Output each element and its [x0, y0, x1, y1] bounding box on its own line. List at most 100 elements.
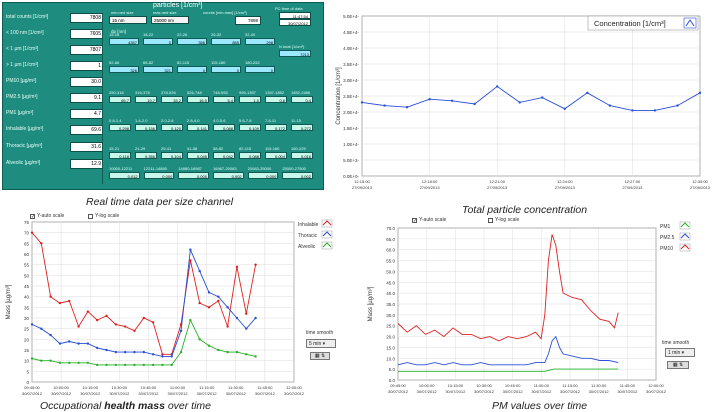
smooth-value-pm: 1 min	[668, 350, 681, 356]
data-point	[254, 263, 257, 266]
size-range-label: 10000-12211	[109, 166, 133, 171]
series-line-concentration	[361, 85, 701, 111]
y-log-checkbox-health[interactable]	[88, 214, 93, 219]
summary-label: PM1 [µg/m³]	[6, 110, 34, 116]
y-tick-label: 5.0E+3-	[343, 158, 359, 163]
data-point	[245, 353, 248, 356]
y-tick-label: 15.0	[386, 345, 395, 350]
y-tick-label: 20.0	[386, 335, 395, 340]
smooth-select-pm[interactable]: 1 min ▾	[665, 348, 695, 357]
y-auto-checkbox-health[interactable]: ✓	[30, 214, 36, 220]
min-size-select[interactable]: 15 nm	[109, 16, 147, 24]
size-range-label: 58-82	[213, 146, 224, 151]
size-range-label: 82-115	[177, 60, 190, 65]
data-point	[96, 363, 99, 367]
y-tick-label: 65.0	[386, 237, 395, 242]
legend-label: PM2.5	[660, 235, 675, 241]
x-tick-date: 30/07/2012	[109, 391, 130, 396]
summary-value: 1	[70, 61, 103, 71]
y-tick-label: 0.0	[389, 378, 396, 383]
size-range-label: 14880-16987	[178, 166, 202, 171]
legend-swatch-box	[321, 241, 333, 250]
x-tick-time: 10:00:00	[53, 385, 69, 390]
x-tick-time: 11:45:00	[257, 385, 273, 390]
data-point	[40, 242, 43, 245]
summary-value: 69.6	[70, 125, 103, 135]
y-tick-label: 0	[26, 380, 29, 385]
size-channel-value: 0.000	[143, 172, 175, 179]
data-point	[473, 102, 476, 106]
size-range-label: 115-180	[211, 60, 226, 65]
y-tick-label: 3.0E+4-	[343, 78, 359, 83]
summary-label: Inhalable [µg/m³]	[6, 126, 44, 132]
chart-tools-button-health[interactable]: ▦ ⇅	[310, 352, 330, 360]
size-range-label: 82-115	[239, 146, 252, 151]
y-tick-label: 25	[24, 327, 30, 332]
y-tick-label: 25.0	[386, 324, 395, 329]
x-tick-time: 12:00:00	[648, 383, 664, 388]
smooth-value-health: 5 min	[309, 341, 322, 347]
plot-area	[31, 221, 295, 383]
health-mass-chart: 05101520253035404550556065707509:45:0030…	[6, 219, 333, 396]
data-point	[541, 96, 544, 99]
legend-swatch	[685, 19, 695, 27]
counts-label: counts [min.max] [1/cm³]	[203, 10, 247, 15]
smooth-select-health[interactable]: 5 min ▾	[306, 339, 336, 348]
legend-swatch	[322, 220, 332, 226]
legend-label: PM1	[660, 224, 671, 230]
x-tick-time: 11:00:00	[534, 383, 550, 388]
y-log-label-pm: Y-log scale	[495, 217, 520, 223]
size-range-label: 29-41	[161, 146, 172, 151]
y-auto-checkbox-pm[interactable]: ✓	[412, 218, 418, 224]
data-point	[360, 101, 364, 104]
size-channel-value: 0.088	[213, 124, 235, 131]
x-tick-date: 30/07/2012	[284, 391, 305, 396]
y-tick-label: 50	[24, 273, 30, 278]
y-tick-label: 5.0	[389, 367, 396, 372]
x-tick-time: 12:15:00	[354, 179, 370, 184]
legend-swatch-box	[321, 219, 333, 228]
x-tick-time: 10:00:00	[419, 383, 435, 388]
y-log-checkbox-pm[interactable]	[488, 218, 493, 223]
size-channel-value: 0.045	[187, 152, 209, 159]
size-channel-value: 0.156	[135, 124, 157, 131]
legend-swatch	[322, 242, 332, 248]
x-tick-date: 30/07/2012	[138, 391, 159, 396]
y-tick-label: 1.5E+4-	[343, 126, 359, 131]
y-auto-label-pm: Y-auto scale	[419, 217, 447, 223]
data-point	[179, 329, 183, 332]
x-tick-date: 30/07/2012	[474, 389, 495, 394]
data-point	[161, 353, 164, 356]
data-point	[217, 295, 220, 298]
y-axis-label: Concentration [1/cm³]	[336, 67, 342, 125]
caption-health-mass: Occupational health mass over time	[40, 400, 211, 412]
caption-concentration: Total particle concentration	[462, 204, 588, 216]
data-point	[254, 316, 257, 320]
max-size-select[interactable]: 25000 nm	[151, 16, 189, 24]
size-range-label: 15-21	[109, 146, 120, 151]
data-point	[133, 329, 136, 332]
x-tick-time: 11:00:00	[170, 385, 186, 390]
summary-value: 12.9	[70, 159, 103, 169]
legend-label: Concentration [1/cm³]	[594, 19, 666, 28]
data-point	[226, 325, 229, 328]
data-point	[235, 316, 239, 320]
x-tick-date: 30/07/2012	[22, 391, 43, 396]
caption-pm-values: PM values over time	[492, 400, 588, 412]
size-range-label: 995-1357	[239, 90, 256, 95]
size-range-label: 66-82	[143, 60, 154, 65]
y-tick-label: 55	[24, 263, 30, 268]
data-point	[40, 359, 43, 362]
data-point	[133, 350, 136, 354]
summary-value: 7605	[70, 29, 103, 39]
legend-label: Inhalable	[298, 222, 319, 228]
size-range-label: 0.8-1.4	[109, 118, 122, 123]
size-range-label: 5.6-7.8	[239, 118, 252, 123]
size-range-label: 15-18	[109, 32, 120, 37]
data-point	[58, 301, 62, 305]
chart-tools-button-pm[interactable]: ▦ ⇅	[667, 361, 689, 369]
data-point	[142, 363, 145, 367]
series-line-pm10	[397, 234, 619, 342]
y-tick-label: 1.0E+4-	[343, 142, 359, 147]
y-tick-label: 40.0	[386, 291, 395, 296]
